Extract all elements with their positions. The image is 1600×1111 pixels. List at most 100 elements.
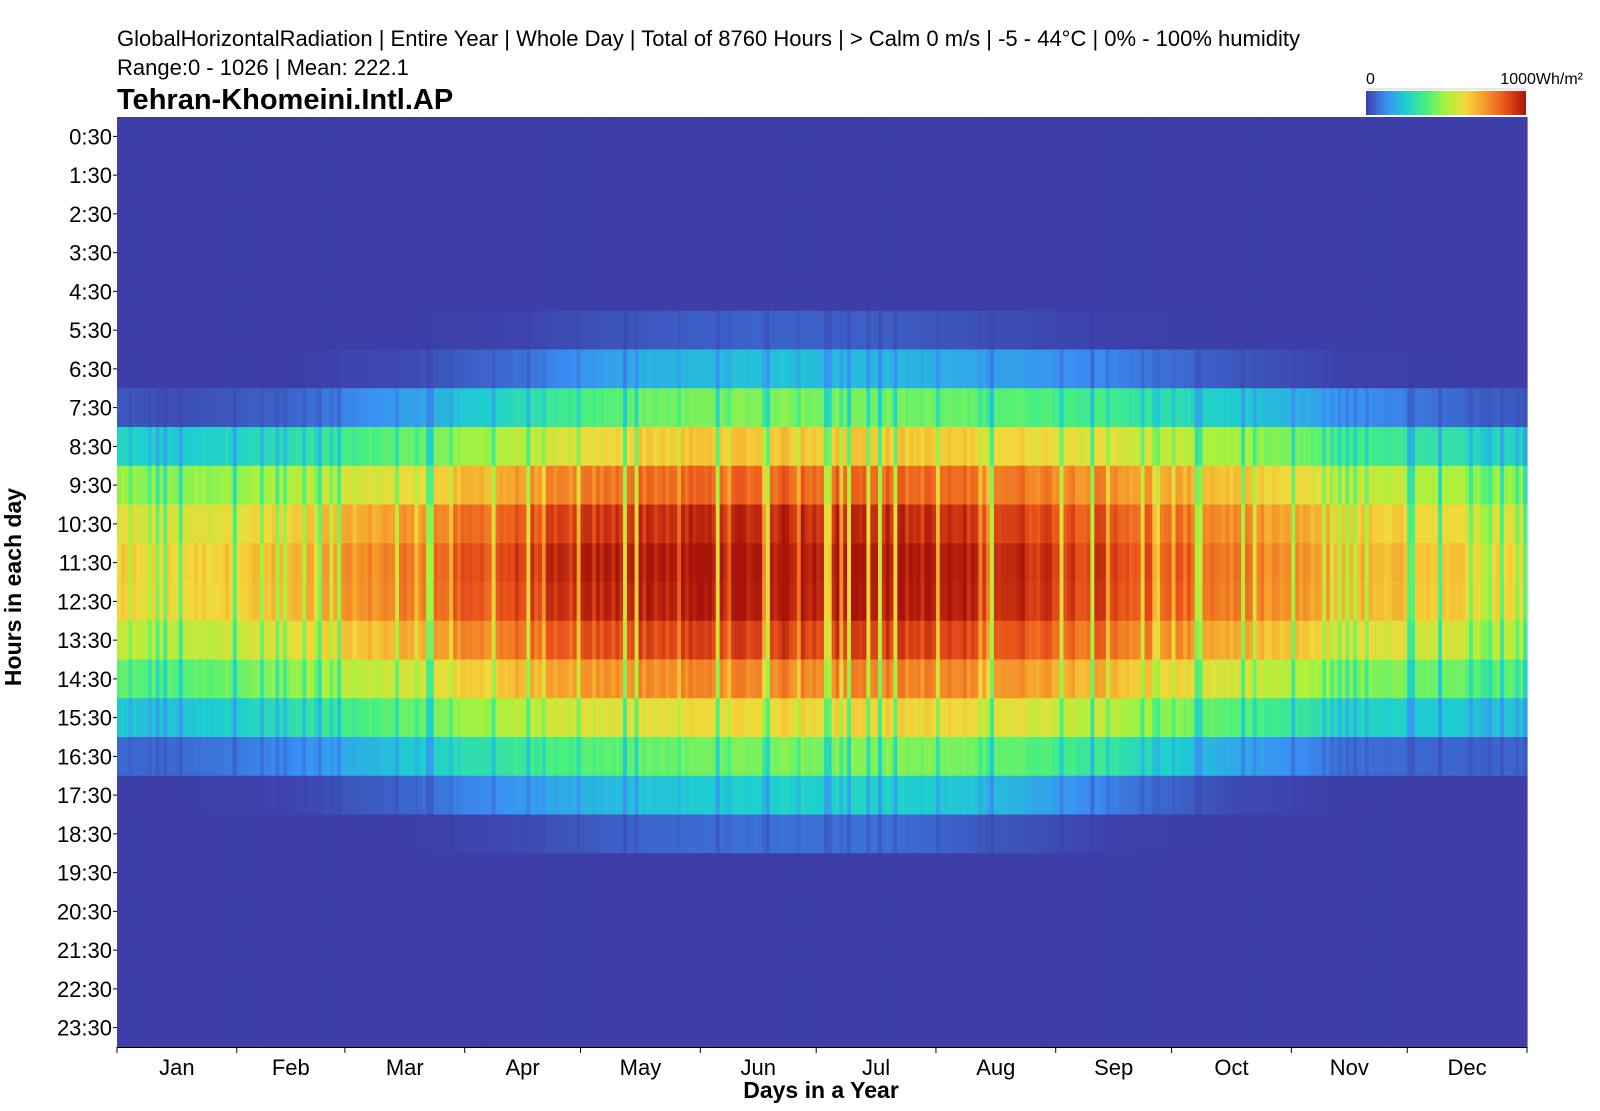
- heatmap-cell: [781, 465, 786, 506]
- heatmap-cell: [321, 349, 327, 389]
- heatmap-cell: [306, 969, 311, 1009]
- heatmap-cell: [402, 233, 408, 273]
- heatmap-cell: [673, 194, 678, 234]
- heatmap-cell: [650, 737, 655, 777]
- heatmap-cell: [286, 194, 292, 234]
- heatmap-cell: [275, 349, 280, 389]
- heatmap-cell: [681, 465, 686, 506]
- heatmap-cell: [310, 233, 315, 273]
- heatmap-cell: [507, 427, 512, 467]
- heatmap-cell: [592, 310, 597, 351]
- heatmap-cell: [124, 814, 130, 854]
- heatmap-cell: [568, 737, 574, 777]
- heatmap-cell: [472, 659, 477, 699]
- heatmap-cell: [696, 194, 701, 234]
- heatmap-cell: [341, 620, 346, 661]
- heatmap-cell: [646, 117, 651, 157]
- heatmap-cell: [723, 117, 728, 157]
- heatmap-cell: [120, 155, 126, 196]
- heatmap-cell: [731, 272, 736, 312]
- heatmap-cell: [317, 1008, 323, 1048]
- heatmap-cell: [437, 892, 443, 932]
- heatmap-cell: [804, 233, 810, 273]
- heatmap-cell: [375, 775, 381, 816]
- heatmap-cell: [843, 233, 848, 273]
- heatmap-cell: [758, 504, 763, 544]
- heatmap-cell: [147, 504, 153, 544]
- heatmap-cell: [198, 814, 203, 854]
- heatmap-cell: [128, 272, 134, 312]
- heatmap-cell: [576, 194, 582, 234]
- heatmap-cell: [839, 543, 844, 583]
- heatmap-cell: [499, 969, 504, 1009]
- heatmap-cell: [831, 737, 837, 777]
- heatmap-cell: [147, 892, 153, 932]
- heatmap-cell: [762, 117, 767, 157]
- heatmap-cell: [294, 892, 300, 932]
- heatmap-cell: [314, 272, 319, 312]
- heatmap-cell: [839, 582, 844, 622]
- heatmap-cell: [553, 659, 558, 699]
- heatmap-cell: [221, 1008, 226, 1048]
- heatmap-cell: [337, 504, 342, 544]
- heatmap-cell: [171, 465, 176, 506]
- heatmap-cell: [708, 349, 713, 389]
- heatmap-cell: [847, 543, 852, 583]
- heatmap-cell: [371, 930, 377, 971]
- heatmap-cell: [800, 427, 806, 467]
- heatmap-cell: [793, 1008, 798, 1048]
- heatmap-day-column: [719, 117, 725, 1048]
- heatmap-day-column: [225, 117, 230, 1048]
- heatmap-cell: [553, 737, 558, 777]
- heatmap-cell: [534, 465, 539, 506]
- heatmap-cell: [144, 427, 149, 467]
- heatmap-cell: [681, 543, 686, 583]
- heatmap-cell: [151, 775, 157, 816]
- heatmap-cell: [117, 930, 122, 971]
- heatmap-cell: [773, 504, 779, 544]
- heatmap-cell: [603, 930, 609, 971]
- heatmap-cell: [487, 233, 493, 273]
- heatmap-day-column: [487, 117, 493, 1048]
- heatmap-cell: [568, 427, 574, 467]
- heatmap-cell: [337, 620, 342, 661]
- heatmap-cell: [283, 737, 288, 777]
- heatmap-cell: [530, 194, 535, 234]
- heatmap-cell: [514, 892, 520, 932]
- heatmap-cell: [167, 504, 172, 544]
- heatmap-day-column: [132, 117, 137, 1048]
- heatmap-cell: [854, 117, 860, 157]
- heatmap-cell: [368, 117, 373, 157]
- heatmap-cell: [881, 427, 887, 467]
- heatmap-cell: [765, 233, 771, 273]
- heatmap-cell: [190, 814, 195, 854]
- heatmap-cell: [850, 117, 856, 157]
- heatmap-cell: [773, 969, 779, 1009]
- heatmap-cell: [283, 504, 288, 544]
- heatmap-cell: [225, 969, 230, 1009]
- heatmap-cell: [194, 892, 199, 932]
- heatmap-cell: [576, 233, 582, 273]
- heatmap-cell: [356, 117, 361, 157]
- heatmap-cell: [816, 1008, 821, 1048]
- heatmap-cell: [163, 310, 168, 351]
- heatmap-cell: [507, 117, 512, 157]
- heatmap-cell: [449, 388, 454, 428]
- heatmap-cell: [456, 272, 462, 312]
- heatmap-cell: [511, 388, 516, 428]
- heatmap-cell: [511, 1008, 516, 1048]
- heatmap-cell: [611, 310, 616, 351]
- heatmap-cell: [762, 310, 767, 351]
- heatmap-cell: [827, 349, 833, 389]
- heatmap-cell: [159, 504, 164, 544]
- heatmap-cell: [823, 620, 829, 661]
- heatmap-cell: [491, 853, 497, 893]
- heatmap-cell: [294, 117, 300, 157]
- heatmap-cell: [731, 504, 736, 544]
- heatmap-cell: [487, 272, 493, 312]
- heatmap-day-column: [337, 117, 342, 1048]
- heatmap-cell: [831, 388, 837, 428]
- heatmap-cell: [279, 1008, 284, 1048]
- heatmap-cell: [611, 737, 616, 777]
- heatmap-cell: [572, 775, 578, 816]
